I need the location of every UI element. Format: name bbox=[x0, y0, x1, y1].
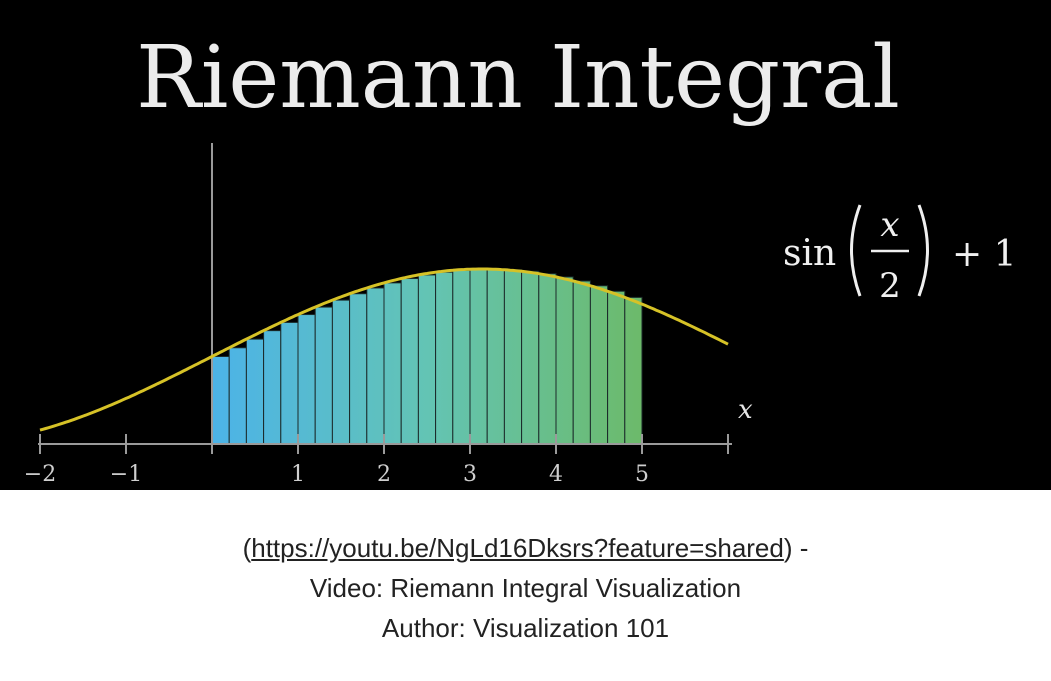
caption-video-title: Video: Riemann Integral Visualization bbox=[309, 573, 742, 603]
riemann-rectangle bbox=[589, 285, 609, 445]
riemann-rectangle bbox=[383, 282, 402, 445]
formula-numerator: x bbox=[880, 205, 899, 245]
riemann-rectangle bbox=[314, 306, 333, 445]
riemann-rectangle bbox=[400, 278, 419, 445]
right-paren bbox=[917, 204, 929, 297]
left-paren bbox=[850, 204, 862, 297]
video-title: Riemann Integral bbox=[136, 28, 900, 128]
caption: (https://youtu.be/NgLd16Dksrs?feature=sh… bbox=[0, 528, 1051, 648]
riemann-rectangle bbox=[263, 330, 282, 445]
riemann-rectangle bbox=[607, 290, 626, 445]
riemann-rectangles bbox=[211, 268, 643, 445]
riemann-rectangle bbox=[331, 299, 351, 445]
caption-author: Author: Visualization 101 bbox=[381, 613, 670, 643]
riemann-rectangle bbox=[452, 269, 471, 445]
riemann-rectangle bbox=[417, 274, 437, 445]
video-frame[interactable]: Riemann Integral −2 −1 1 2 3 4 5 x sin x 2 + 1 bbox=[0, 0, 1051, 490]
riemann-rectangle bbox=[211, 356, 230, 445]
x-tick-label: 5 bbox=[635, 462, 649, 487]
caption-close-paren: ) - bbox=[783, 533, 809, 563]
riemann-rectangle bbox=[245, 338, 265, 445]
x-tick-label: −2 bbox=[24, 462, 56, 487]
riemann-rectangle bbox=[503, 269, 523, 445]
formula-function: sin bbox=[783, 233, 836, 274]
riemann-rectangle bbox=[555, 276, 574, 445]
formula-suffix: + 1 bbox=[952, 234, 1017, 275]
riemann-rectangle bbox=[521, 270, 540, 445]
riemann-rectangle bbox=[486, 268, 505, 445]
riemann-rectangle bbox=[297, 314, 316, 445]
function-curve bbox=[39, 267, 729, 432]
x-tick-label: 3 bbox=[463, 462, 477, 487]
riemann-rectangle bbox=[538, 273, 557, 445]
riemann-rectangle bbox=[469, 268, 488, 445]
x-tick-label: 4 bbox=[549, 462, 563, 487]
caption-line-1: (https://youtu.be/NgLd16Dksrs?feature=sh… bbox=[0, 528, 1051, 568]
riemann-rectangle bbox=[228, 347, 247, 445]
video-link[interactable]: https://youtu.be/NgLd16Dksrs?feature=sha… bbox=[251, 533, 784, 563]
x-axis-ticks: −2 −1 1 2 3 4 5 bbox=[24, 434, 729, 487]
riemann-rectangle bbox=[366, 287, 385, 445]
x-axis-variable: x bbox=[738, 395, 753, 425]
riemann-plot: Riemann Integral −2 −1 1 2 3 4 5 x sin x 2 + 1 bbox=[24, 28, 1017, 487]
riemann-rectangle bbox=[572, 280, 591, 445]
caption-open-paren: ( bbox=[242, 533, 252, 563]
formula-denominator: 2 bbox=[879, 266, 901, 306]
riemann-rectangle bbox=[349, 293, 368, 445]
riemann-rectangle bbox=[435, 271, 454, 445]
riemann-rectangle bbox=[624, 296, 643, 445]
x-tick-label: 1 bbox=[291, 462, 305, 487]
x-tick-label: −1 bbox=[110, 462, 142, 487]
formula: sin x 2 + 1 bbox=[783, 204, 1017, 306]
riemann-rectangle bbox=[280, 321, 299, 445]
x-tick-label: 2 bbox=[377, 462, 391, 487]
